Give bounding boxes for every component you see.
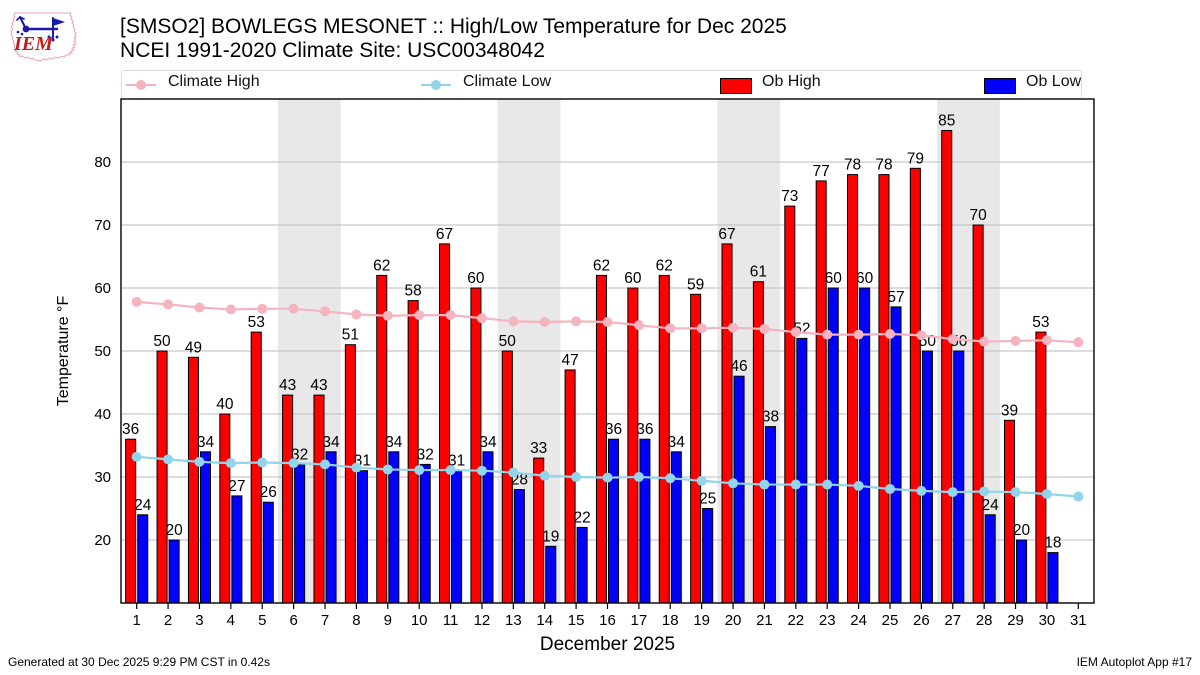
svg-text:67: 67 xyxy=(718,226,735,243)
svg-text:19: 19 xyxy=(542,528,559,545)
svg-text:49: 49 xyxy=(185,339,202,356)
svg-text:25: 25 xyxy=(882,612,899,629)
svg-text:47: 47 xyxy=(561,352,578,369)
svg-text:20: 20 xyxy=(94,532,111,549)
svg-text:16: 16 xyxy=(599,612,616,629)
svg-text:62: 62 xyxy=(656,257,673,274)
svg-text:31: 31 xyxy=(1070,612,1087,629)
svg-text:8: 8 xyxy=(352,612,360,629)
svg-text:78: 78 xyxy=(875,157,892,174)
svg-text:39: 39 xyxy=(1001,402,1018,419)
svg-text:78: 78 xyxy=(844,157,861,174)
svg-text:4: 4 xyxy=(227,612,235,629)
svg-text:10: 10 xyxy=(411,612,428,629)
svg-text:34: 34 xyxy=(322,434,340,451)
svg-text:51: 51 xyxy=(342,327,359,344)
svg-text:62: 62 xyxy=(373,257,390,274)
svg-text:50: 50 xyxy=(499,333,517,350)
svg-text:11: 11 xyxy=(443,612,459,629)
svg-text:36: 36 xyxy=(636,421,653,438)
svg-text:67: 67 xyxy=(436,226,453,243)
svg-text:23: 23 xyxy=(819,612,836,629)
svg-text:73: 73 xyxy=(781,188,798,205)
svg-text:18: 18 xyxy=(1044,535,1061,552)
svg-text:59: 59 xyxy=(687,276,704,293)
svg-text:25: 25 xyxy=(699,491,716,508)
svg-text:15: 15 xyxy=(568,612,585,629)
svg-text:70: 70 xyxy=(969,207,987,224)
svg-text:30: 30 xyxy=(94,469,111,486)
svg-text:24: 24 xyxy=(134,497,152,514)
svg-text:50: 50 xyxy=(94,343,111,360)
svg-text:36: 36 xyxy=(122,421,139,438)
svg-text:34: 34 xyxy=(668,434,686,451)
svg-text:53: 53 xyxy=(248,314,265,331)
svg-text:6: 6 xyxy=(289,612,297,629)
svg-text:30: 30 xyxy=(1039,612,1056,629)
svg-text:50: 50 xyxy=(153,333,171,350)
svg-text:58: 58 xyxy=(405,283,422,300)
svg-text:36: 36 xyxy=(605,421,622,438)
svg-text:18: 18 xyxy=(662,612,679,629)
svg-text:79: 79 xyxy=(907,150,924,167)
svg-text:2: 2 xyxy=(164,612,172,629)
svg-text:40: 40 xyxy=(216,396,234,413)
svg-text:27: 27 xyxy=(228,478,245,495)
svg-text:62: 62 xyxy=(593,257,610,274)
svg-text:Temperature °F: Temperature °F xyxy=(55,296,72,407)
svg-text:22: 22 xyxy=(787,612,804,629)
svg-text:14: 14 xyxy=(536,612,553,629)
svg-text:7: 7 xyxy=(321,612,329,629)
svg-text:24: 24 xyxy=(982,497,1000,514)
svg-text:December 2025: December 2025 xyxy=(540,634,675,655)
svg-text:17: 17 xyxy=(631,612,648,629)
svg-text:3: 3 xyxy=(195,612,203,629)
svg-text:34: 34 xyxy=(385,434,403,451)
svg-text:60: 60 xyxy=(825,270,843,287)
svg-text:34: 34 xyxy=(479,434,497,451)
svg-text:57: 57 xyxy=(887,289,904,306)
svg-text:26: 26 xyxy=(913,612,930,629)
svg-text:9: 9 xyxy=(384,612,392,629)
svg-text:5: 5 xyxy=(258,612,266,629)
svg-text:21: 21 xyxy=(756,612,773,629)
svg-text:34: 34 xyxy=(197,434,215,451)
svg-text:27: 27 xyxy=(944,612,961,629)
svg-text:24: 24 xyxy=(850,612,867,629)
svg-text:38: 38 xyxy=(762,409,779,426)
svg-text:19: 19 xyxy=(693,612,710,629)
svg-text:43: 43 xyxy=(279,377,296,394)
svg-text:26: 26 xyxy=(260,484,277,501)
svg-text:60: 60 xyxy=(94,280,111,297)
svg-text:1: 1 xyxy=(133,612,141,629)
svg-text:53: 53 xyxy=(1032,314,1049,331)
svg-text:13: 13 xyxy=(505,612,522,629)
svg-text:60: 60 xyxy=(624,270,642,287)
svg-text:33: 33 xyxy=(530,440,547,457)
svg-text:40: 40 xyxy=(94,406,111,423)
svg-text:60: 60 xyxy=(856,270,874,287)
svg-text:20: 20 xyxy=(725,612,742,629)
svg-text:60: 60 xyxy=(467,270,485,287)
svg-text:28: 28 xyxy=(976,612,993,629)
svg-text:29: 29 xyxy=(1007,612,1024,629)
svg-text:77: 77 xyxy=(813,163,830,180)
svg-text:20: 20 xyxy=(1013,522,1031,539)
svg-text:12: 12 xyxy=(474,612,491,629)
svg-text:85: 85 xyxy=(938,113,955,130)
svg-text:32: 32 xyxy=(417,446,434,463)
svg-text:43: 43 xyxy=(310,377,327,394)
svg-text:46: 46 xyxy=(730,358,747,375)
svg-text:80: 80 xyxy=(94,154,111,171)
svg-text:20: 20 xyxy=(165,522,183,539)
svg-text:22: 22 xyxy=(574,509,591,526)
svg-text:70: 70 xyxy=(94,217,111,234)
svg-text:61: 61 xyxy=(750,264,767,281)
